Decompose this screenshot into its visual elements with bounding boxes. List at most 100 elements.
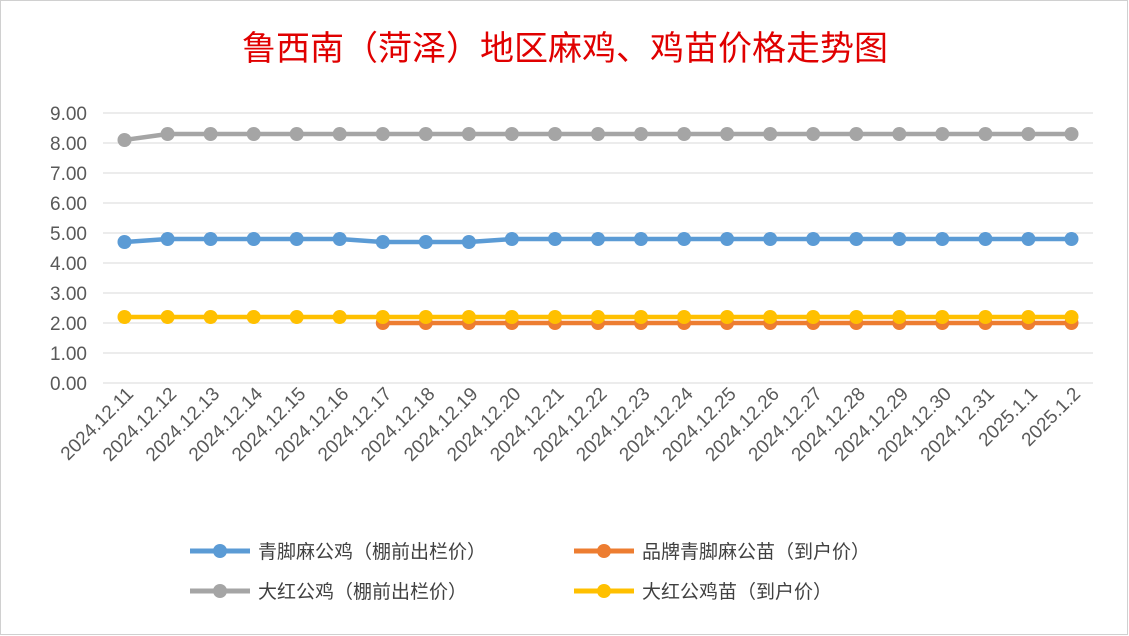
data-point xyxy=(289,310,304,324)
legend-swatch-marker xyxy=(213,544,227,558)
data-point xyxy=(117,235,132,249)
data-point xyxy=(806,232,821,246)
data-point xyxy=(677,310,692,324)
legend-entry: 品牌青脚麻公苗（到户价） xyxy=(574,541,870,563)
y-tick-label: 9.00 xyxy=(50,104,87,125)
data-point xyxy=(763,310,778,324)
data-point xyxy=(720,232,735,246)
data-point xyxy=(375,235,390,249)
data-point xyxy=(375,310,390,324)
data-point xyxy=(203,127,218,141)
data-point xyxy=(935,310,950,324)
data-point xyxy=(1064,310,1079,324)
data-point xyxy=(332,310,347,324)
data-point xyxy=(418,127,433,141)
legend-entry: 大红公鸡（棚前出栏价） xyxy=(190,581,467,603)
data-point xyxy=(461,310,476,324)
y-tick-label: 1.00 xyxy=(50,344,87,365)
data-point xyxy=(849,232,864,246)
data-point xyxy=(634,232,648,246)
data-point xyxy=(1064,232,1079,246)
data-point xyxy=(246,310,261,324)
y-tick-label: 0.00 xyxy=(50,374,87,395)
data-point xyxy=(591,127,605,141)
grid-layer xyxy=(103,112,1093,384)
data-point xyxy=(978,127,993,141)
data-point xyxy=(1021,127,1036,141)
series-0 xyxy=(117,232,1079,249)
data-point xyxy=(677,127,692,141)
data-point xyxy=(892,310,907,324)
data-point xyxy=(160,310,175,324)
data-point xyxy=(504,232,519,246)
data-point xyxy=(504,310,519,324)
legend-swatch-marker xyxy=(597,544,611,558)
data-point xyxy=(634,127,648,141)
data-point xyxy=(548,127,562,141)
data-point xyxy=(418,235,433,249)
legend-label: 大红公鸡（棚前出栏价） xyxy=(258,581,467,603)
y-tick-label: 8.00 xyxy=(50,134,87,155)
data-point xyxy=(720,310,735,324)
data-point xyxy=(1021,232,1036,246)
data-point xyxy=(677,232,692,246)
legend-label: 大红公鸡苗（到户价） xyxy=(642,581,832,603)
data-point xyxy=(332,127,347,141)
y-tick-label: 5.00 xyxy=(50,224,87,245)
data-point xyxy=(289,127,304,141)
legend-swatch-marker xyxy=(597,584,611,598)
data-point xyxy=(117,310,132,324)
data-point xyxy=(634,310,648,324)
data-point xyxy=(720,127,735,141)
data-point xyxy=(763,127,778,141)
data-point xyxy=(117,133,132,147)
data-point xyxy=(203,232,218,246)
series-3 xyxy=(117,310,1079,324)
data-point xyxy=(418,310,433,324)
series-layer xyxy=(117,127,1079,330)
data-point xyxy=(548,232,562,246)
data-point xyxy=(978,232,993,246)
legend-entry: 大红公鸡苗（到户价） xyxy=(574,581,832,603)
data-point xyxy=(246,127,261,141)
data-point xyxy=(763,232,778,246)
data-point xyxy=(892,127,907,141)
data-point xyxy=(461,235,476,249)
chart-title: 鲁西南（菏泽）地区麻鸡、鸡苗价格走势图 xyxy=(242,29,888,69)
data-point xyxy=(806,127,821,141)
data-point xyxy=(978,310,993,324)
data-point xyxy=(935,232,950,246)
series-2 xyxy=(117,127,1079,147)
y-axis-ticks: 0.00 1.00 2.00 3.00 4.00 5.00 6.00 7.00 8.00 9.00 xyxy=(50,104,87,395)
data-point xyxy=(849,310,864,324)
legend-label: 品牌青脚麻公苗（到户价） xyxy=(642,541,870,563)
data-point xyxy=(332,232,347,246)
data-point xyxy=(160,232,175,246)
data-point xyxy=(1021,310,1036,324)
legend: 青脚麻公鸡（棚前出栏价） 品牌青脚麻公苗（到户价） 大红公鸡（棚前出栏价） 大红公鸡苗… xyxy=(190,541,870,603)
legend-label: 青脚麻公鸡（棚前出栏价） xyxy=(258,541,486,563)
data-point xyxy=(203,310,218,324)
data-point xyxy=(935,127,950,141)
data-point xyxy=(504,127,519,141)
data-point xyxy=(461,127,476,141)
data-point xyxy=(806,310,821,324)
legend-swatch-marker xyxy=(213,584,227,598)
y-tick-label: 3.00 xyxy=(50,284,87,305)
data-point xyxy=(591,232,605,246)
y-tick-label: 2.00 xyxy=(50,314,87,335)
y-tick-label: 7.00 xyxy=(50,164,87,185)
data-point xyxy=(160,127,175,141)
y-tick-label: 4.00 xyxy=(50,254,87,275)
data-point xyxy=(246,232,261,246)
legend-entry: 青脚麻公鸡（棚前出栏价） xyxy=(190,541,486,563)
data-point xyxy=(548,310,562,324)
data-point xyxy=(375,127,390,141)
data-point xyxy=(591,310,605,324)
data-point xyxy=(289,232,304,246)
y-tick-label: 6.00 xyxy=(50,194,87,215)
data-point xyxy=(849,127,864,141)
data-point xyxy=(1064,127,1079,141)
